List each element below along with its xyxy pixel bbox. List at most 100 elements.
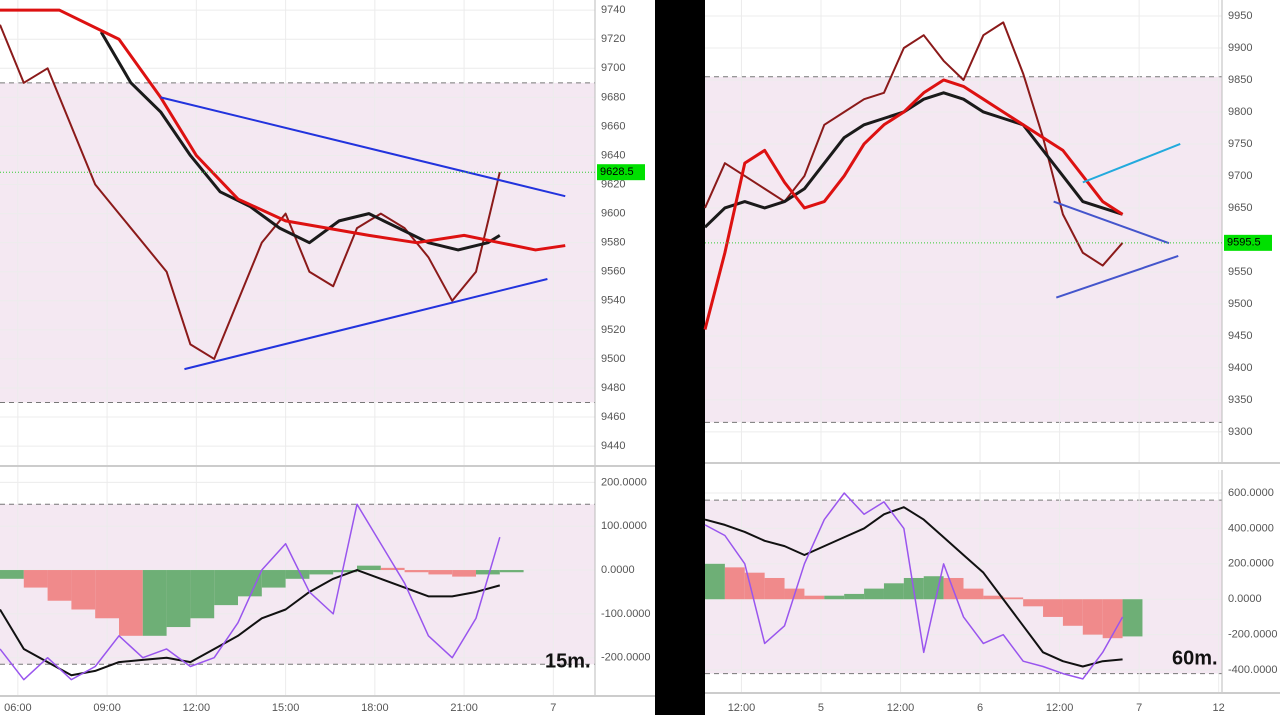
histogram-bar bbox=[744, 572, 765, 600]
histogram-bar bbox=[1023, 599, 1044, 607]
histogram-bar bbox=[261, 570, 286, 588]
y-tick-label: -200.0000 bbox=[601, 652, 651, 664]
series-line bbox=[99, 31, 501, 252]
histogram-bar bbox=[476, 570, 500, 575]
y-tick-label: 9640 bbox=[601, 149, 625, 161]
last-price-label: 9595.5 bbox=[1227, 237, 1261, 249]
series-line bbox=[703, 78, 1124, 330]
y-tick-label: 9720 bbox=[601, 33, 625, 45]
histogram-bar bbox=[1082, 599, 1103, 635]
y-tick-label: 400.0000 bbox=[1228, 522, 1274, 534]
histogram-bar bbox=[428, 570, 453, 575]
histogram-bar bbox=[285, 570, 310, 579]
last-price-box bbox=[597, 164, 645, 181]
histogram-bar bbox=[238, 570, 262, 597]
histogram-bar bbox=[1003, 597, 1024, 600]
histogram-bar bbox=[705, 563, 725, 600]
series-line bbox=[1082, 143, 1181, 184]
y-tick-label: 9520 bbox=[601, 324, 625, 336]
histogram-bar bbox=[1122, 599, 1143, 637]
histogram-bar bbox=[1102, 599, 1123, 639]
y-tick-label: 9350 bbox=[1228, 394, 1252, 406]
y-tick-label: 100.0000 bbox=[601, 520, 647, 532]
x-tick-label: 09:00 bbox=[93, 702, 121, 714]
x-tick-label: 21:00 bbox=[450, 702, 478, 714]
histogram-bar bbox=[190, 570, 215, 619]
separator bbox=[655, 0, 705, 715]
histogram-bar bbox=[499, 570, 524, 573]
histogram-bar bbox=[166, 570, 191, 628]
y-tick-label: 9540 bbox=[601, 295, 625, 307]
x-tick-label: 06:00 bbox=[4, 702, 32, 714]
histogram-bar bbox=[23, 570, 48, 588]
histogram-bar bbox=[452, 570, 476, 577]
y-tick-label: 200.0000 bbox=[1228, 558, 1274, 570]
histogram-bar bbox=[214, 570, 238, 606]
histogram-bar bbox=[883, 583, 904, 600]
series-line bbox=[704, 492, 1124, 680]
histogram-bar bbox=[1043, 599, 1063, 617]
histogram-bar bbox=[764, 577, 785, 600]
y-tick-label: 9850 bbox=[1228, 74, 1252, 86]
histogram-bar bbox=[309, 570, 334, 575]
histogram-bar bbox=[95, 570, 119, 619]
y-tick-label: 9750 bbox=[1228, 138, 1252, 150]
series-line bbox=[1053, 200, 1170, 245]
last-price-label: 9628.5 bbox=[600, 166, 634, 178]
x-tick-label: 12:00 bbox=[887, 702, 915, 714]
series-line bbox=[0, 8, 566, 252]
series-line bbox=[184, 278, 548, 371]
series-line bbox=[703, 91, 1124, 229]
histogram-bar bbox=[357, 565, 381, 571]
histogram-bar bbox=[380, 567, 405, 571]
y-tick-label: 9450 bbox=[1228, 330, 1252, 342]
x-tick-label: 12:00 bbox=[1046, 702, 1074, 714]
y-tick-label: 9700 bbox=[1228, 170, 1252, 182]
y-tick-label: 9580 bbox=[601, 237, 625, 249]
y-tick-label: -400.0000 bbox=[1228, 664, 1278, 676]
band bbox=[705, 76, 1222, 423]
last-price-box bbox=[1224, 234, 1272, 251]
y-tick-label: 9950 bbox=[1228, 10, 1252, 22]
y-tick-label: 200.0000 bbox=[601, 476, 647, 488]
y-tick-label: 9550 bbox=[1228, 266, 1252, 278]
series-line bbox=[0, 503, 501, 681]
y-tick-label: 9600 bbox=[601, 208, 625, 220]
series-line bbox=[704, 506, 1123, 668]
y-tick-label: 9900 bbox=[1228, 42, 1252, 54]
x-tick-label: 6 bbox=[977, 702, 983, 714]
histogram-bar bbox=[47, 570, 72, 601]
y-tick-label: 9680 bbox=[601, 91, 625, 103]
histogram-bar bbox=[844, 593, 865, 600]
histogram-bar bbox=[142, 570, 167, 636]
histogram-bar bbox=[804, 595, 825, 600]
x-tick-label: 12:00 bbox=[183, 702, 211, 714]
y-tick-label: 9660 bbox=[601, 120, 625, 132]
histogram-bar bbox=[1062, 599, 1083, 626]
y-tick-label: 9480 bbox=[601, 382, 625, 394]
y-tick-label: -200.0000 bbox=[1228, 629, 1278, 641]
y-tick-label: 9700 bbox=[601, 62, 625, 74]
timeframe-label: 15m. bbox=[545, 650, 591, 672]
y-tick-label: 9460 bbox=[601, 411, 625, 423]
y-tick-label: 0.0000 bbox=[1228, 593, 1262, 605]
y-tick-label: 9400 bbox=[1228, 362, 1252, 374]
histogram-bar bbox=[963, 588, 984, 600]
histogram-bar bbox=[724, 567, 745, 600]
series-line bbox=[704, 21, 1124, 267]
y-tick-label: 9560 bbox=[601, 266, 625, 278]
x-tick-label: 18:00 bbox=[361, 702, 389, 714]
y-tick-label: 9500 bbox=[1228, 298, 1252, 310]
histogram-bar bbox=[119, 570, 143, 636]
y-tick-label: 9800 bbox=[1228, 106, 1252, 118]
y-tick-label: 0.0000 bbox=[601, 564, 635, 576]
histogram-bar bbox=[824, 595, 845, 600]
x-tick-label: 12:00 bbox=[728, 702, 756, 714]
x-tick-label: 7 bbox=[550, 702, 556, 714]
histogram-bar bbox=[923, 576, 944, 600]
x-tick-label: 7 bbox=[1136, 702, 1142, 714]
y-tick-label: 600.0000 bbox=[1228, 487, 1274, 499]
y-tick-label: 9650 bbox=[1228, 202, 1252, 214]
x-tick-label: 5 bbox=[818, 702, 824, 714]
histogram-bar bbox=[0, 570, 24, 579]
